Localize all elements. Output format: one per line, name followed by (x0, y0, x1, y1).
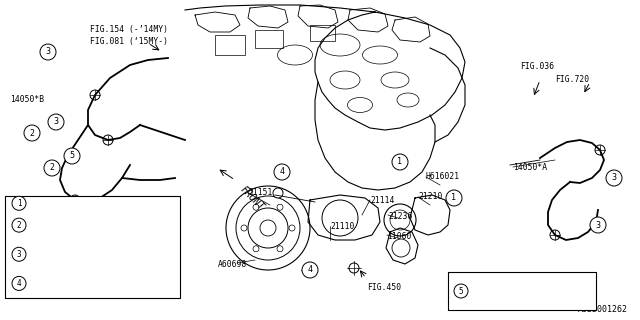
Text: 14050*B: 14050*B (10, 95, 44, 104)
Circle shape (392, 154, 408, 170)
Circle shape (12, 218, 26, 232)
Text: H61508 (1212- ): H61508 (1212- ) (477, 296, 547, 305)
Text: 21114: 21114 (370, 196, 394, 205)
Circle shape (454, 284, 468, 298)
Bar (310, 25, 335, 41)
Circle shape (12, 196, 26, 210)
Text: FIG.154 (-’14MY): FIG.154 (-’14MY) (90, 25, 168, 34)
Text: 3: 3 (45, 47, 51, 57)
Text: J20604   (1203- ): J20604 (1203- ) (36, 286, 115, 295)
Text: FIG.720: FIG.720 (555, 75, 589, 84)
Text: FRONT: FRONT (238, 184, 266, 212)
Circle shape (550, 230, 560, 240)
Circle shape (24, 125, 40, 141)
Circle shape (273, 188, 283, 198)
Circle shape (103, 135, 113, 145)
Text: 0104S*B ( -1203): 0104S*B ( -1203) (36, 272, 110, 281)
Circle shape (12, 276, 26, 291)
Text: 0955S  ( -1211): 0955S ( -1211) (477, 277, 547, 286)
Text: 5: 5 (459, 286, 463, 295)
Circle shape (48, 114, 64, 130)
Circle shape (40, 44, 56, 60)
Bar (448, 272, 596, 310)
Text: 1: 1 (451, 194, 456, 203)
Circle shape (70, 195, 80, 205)
Text: 3: 3 (611, 173, 616, 182)
Text: 4: 4 (17, 279, 21, 288)
Text: 4: 4 (280, 167, 285, 177)
Text: F91801  ( -1211): F91801 ( -1211) (36, 213, 110, 222)
Circle shape (303, 265, 313, 275)
Circle shape (590, 217, 606, 233)
Bar (255, 30, 283, 48)
Circle shape (90, 90, 100, 100)
Circle shape (606, 170, 622, 186)
Text: 21210: 21210 (418, 192, 442, 201)
Text: A60698: A60698 (218, 260, 247, 269)
Text: 2: 2 (49, 164, 54, 172)
Text: 1: 1 (397, 157, 403, 166)
Circle shape (12, 247, 26, 261)
Text: F92209: F92209 (36, 199, 64, 208)
Text: 2: 2 (17, 221, 21, 230)
Text: H616021: H616021 (426, 172, 460, 181)
Text: 21110: 21110 (330, 222, 355, 231)
Text: FIG.036: FIG.036 (520, 62, 554, 71)
Circle shape (274, 164, 290, 180)
Circle shape (302, 262, 318, 278)
Text: 0104S*A ( -1203): 0104S*A ( -1203) (36, 243, 110, 252)
Text: FIG.081 (‘15MY-): FIG.081 (‘15MY-) (90, 37, 168, 46)
Text: FIG.450: FIG.450 (367, 283, 401, 292)
Text: 1: 1 (17, 199, 21, 208)
Text: 4: 4 (307, 266, 312, 275)
Text: 14050*A: 14050*A (513, 163, 547, 172)
Circle shape (44, 160, 60, 176)
Text: 21236: 21236 (388, 212, 412, 221)
Text: 21151: 21151 (248, 188, 273, 197)
Text: 3: 3 (595, 220, 600, 229)
Text: 11060: 11060 (387, 232, 412, 241)
Circle shape (595, 145, 605, 155)
Text: 3: 3 (54, 117, 58, 126)
Circle shape (349, 263, 359, 273)
Bar (5, 196, 180, 298)
Circle shape (446, 190, 462, 206)
Text: 2: 2 (29, 129, 35, 138)
Text: F92209  (1212- ): F92209 (1212- ) (36, 228, 110, 237)
Text: J20601   (1203- ): J20601 (1203- ) (36, 257, 115, 266)
Text: A035001262: A035001262 (578, 305, 628, 314)
Bar (215, 35, 245, 55)
Circle shape (64, 148, 80, 164)
Text: 3: 3 (17, 250, 21, 259)
Text: 5: 5 (70, 151, 74, 161)
